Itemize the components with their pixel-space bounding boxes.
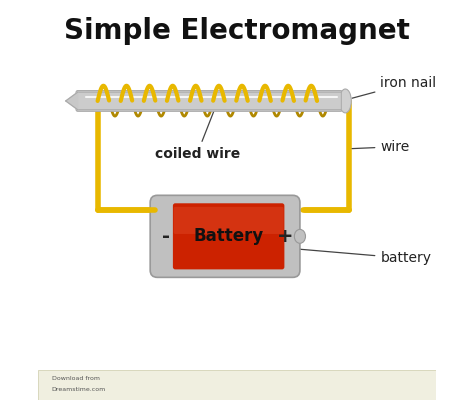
FancyBboxPatch shape <box>150 195 300 277</box>
Text: Simple Electromagnet: Simple Electromagnet <box>64 17 410 45</box>
Bar <box>38 370 436 400</box>
Text: Battery: Battery <box>194 227 264 245</box>
Text: wire: wire <box>352 140 410 154</box>
FancyBboxPatch shape <box>76 92 341 110</box>
Text: -: - <box>162 227 170 246</box>
Text: battery: battery <box>292 249 431 265</box>
Text: +: + <box>277 227 294 246</box>
Ellipse shape <box>339 89 351 113</box>
Text: Dreamstime.com: Dreamstime.com <box>52 387 106 392</box>
Text: Download from: Download from <box>52 377 100 381</box>
Polygon shape <box>66 92 78 110</box>
Ellipse shape <box>294 229 306 243</box>
FancyBboxPatch shape <box>173 203 284 269</box>
FancyBboxPatch shape <box>76 91 342 111</box>
FancyBboxPatch shape <box>173 207 283 234</box>
Text: iron nail: iron nail <box>352 76 437 98</box>
Text: coiled wire: coiled wire <box>155 105 240 161</box>
